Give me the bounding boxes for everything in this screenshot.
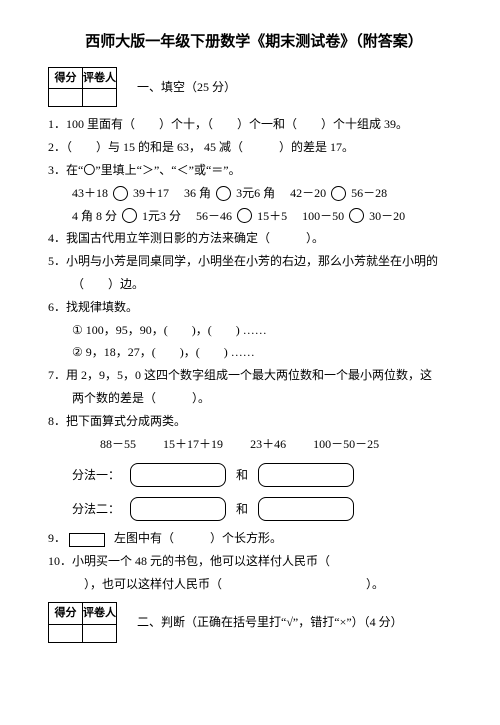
circle-blank <box>331 186 346 201</box>
q5b: （ ）边。 <box>48 273 460 296</box>
q10b: ），也可以这样付人民币（ ）。 <box>48 573 460 596</box>
grader-label: 评卷人 <box>83 67 117 89</box>
rectangle-figure <box>69 533 105 547</box>
q9: 9． 左图中有（ ）个长方形。 <box>48 527 460 550</box>
expr: 100－50 <box>302 209 344 223</box>
expr: 30－20 <box>369 209 405 223</box>
q8-method2: 分法二： 和 <box>48 497 460 521</box>
q7b: 两个数的差是（ ）。 <box>48 387 460 410</box>
q8-expressions: 88－55 15＋17＋19 23＋46 100－50－25 <box>48 433 460 456</box>
score-label: 得分 <box>49 67 83 89</box>
expr: 3元6 角 <box>236 186 275 200</box>
q10: 10．小明买一个 48 元的书包，他可以这样付人民币（ <box>48 550 460 573</box>
answer-box <box>258 463 354 487</box>
q3: 3．在“〇”里填上“＞”、“＜”或“＝”。 <box>48 159 460 182</box>
expr: 56－28 <box>351 186 387 200</box>
q6a: ① 100，95，90，( )，( ) …… <box>48 319 460 342</box>
circle-blank <box>113 186 128 201</box>
q4: 4．我国古代用立竿测日影的方法来确定（ ）。 <box>48 227 460 250</box>
and-label: 和 <box>236 498 248 521</box>
q3-row-a: 43＋18 39＋17 36 角 3元6 角 42－20 56－28 <box>48 182 460 205</box>
expr: 4 角 8 分 <box>72 209 117 223</box>
circle-blank <box>237 208 252 223</box>
q1: 1．100 里面有（ ）个十，（ ）个一和（ ）个十组成 39。 <box>48 113 460 136</box>
q9-text: 左图中有（ ）个长方形。 <box>114 531 282 545</box>
section-2-header: 得分评卷人 二、判断（正确在括号里打“√”，错打“×”）（4 分） <box>48 602 460 643</box>
q9-num: 9． <box>48 531 66 545</box>
grader-cell <box>83 89 117 107</box>
q3-row-b: 4 角 8 分 1元3 分 56－46 15＋5 100－50 30－20 <box>48 205 460 228</box>
score-table-2: 得分评卷人 <box>48 602 117 643</box>
expr: 56－46 <box>196 209 232 223</box>
grader-cell <box>83 624 117 642</box>
expr: 39＋17 <box>133 186 169 200</box>
q8-method1: 分法一： 和 <box>48 463 460 487</box>
q5: 5．小明与小芳是同桌同学，小明坐在小芳的右边，那么小芳就坐在小明的 <box>48 250 460 273</box>
expr: 23＋46 <box>250 437 286 451</box>
score-label: 得分 <box>49 602 83 624</box>
section-1-title: 一、填空（25 分） <box>137 76 236 99</box>
q7: 7．用 2，9，5，0 这四个数字组成一个最大两位数和一个最小两位数，这 <box>48 364 460 387</box>
expr: 36 角 <box>184 186 211 200</box>
page-title: 西师大版一年级下册数学《期末测试卷》（附答案） <box>48 28 460 57</box>
expr: 100－50－25 <box>313 437 379 451</box>
answer-box <box>130 497 226 521</box>
answer-box <box>258 497 354 521</box>
section-1-header: 得分评卷人 一、填空（25 分） <box>48 67 460 108</box>
expr: 88－55 <box>100 437 136 451</box>
q2: 2．（ ）与 15 的和是 63， 45 减（ ）的差是 17。 <box>48 136 460 159</box>
grader-label: 评卷人 <box>83 602 117 624</box>
circle-blank <box>122 208 137 223</box>
q6: 6．找规律填数。 <box>48 296 460 319</box>
q8: 8．把下面算式分成两类。 <box>48 410 460 433</box>
and-label: 和 <box>236 464 248 487</box>
score-cell <box>49 89 83 107</box>
label: 分法二： <box>72 498 120 521</box>
expr: 42－20 <box>290 186 326 200</box>
expr: 43＋18 <box>72 186 108 200</box>
q6b: ② 9，18，27，( )，( ) …… <box>48 341 460 364</box>
section-2-title: 二、判断（正确在括号里打“√”，错打“×”）（4 分） <box>137 611 403 634</box>
circle-blank <box>216 186 231 201</box>
circle-blank <box>349 208 364 223</box>
expr: 1元3 分 <box>142 209 181 223</box>
expr: 15＋5 <box>257 209 287 223</box>
label: 分法一： <box>72 464 120 487</box>
expr: 15＋17＋19 <box>163 437 223 451</box>
answer-box <box>130 463 226 487</box>
score-cell <box>49 624 83 642</box>
score-table-1: 得分评卷人 <box>48 67 117 108</box>
